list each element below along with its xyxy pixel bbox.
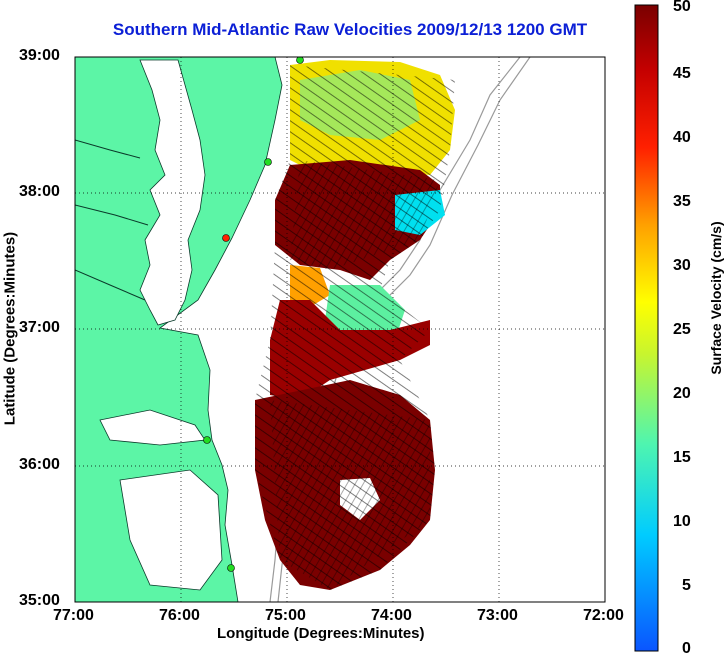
river-york-james (75, 269, 146, 301)
y-tick: 36:00 (19, 456, 60, 473)
colorbar-tick: 10 (673, 513, 691, 530)
station-marker (203, 436, 211, 444)
colorbar-tick: 30 (673, 257, 691, 274)
y-tick: 38:00 (19, 183, 60, 200)
map-title: Southern Mid-Atlantic Raw Velocities 200… (112, 20, 588, 39)
colorbar (634, 4, 659, 652)
station-marker (296, 57, 304, 64)
colorbar-tick: 20 (673, 385, 691, 402)
y-axis-label: Latitude (Degrees:Minutes) (1, 231, 19, 426)
colorbar-label: Surface Velocity (cm/s) (708, 221, 724, 375)
x-tick: 76:00 (159, 607, 200, 624)
station-marker (264, 158, 272, 166)
colorbar-tick: 50 (673, 0, 691, 15)
y-tick: 37:00 (19, 319, 60, 336)
river-potomac (75, 139, 141, 159)
station-marker (222, 234, 230, 242)
velocity-field (255, 60, 455, 590)
chesapeake-bay (139, 59, 206, 326)
x-tick: 75:00 (265, 607, 306, 624)
colorbar-tick: 0 (682, 640, 691, 657)
river-rappahannock (75, 204, 149, 226)
x-tick: 72:00 (583, 607, 624, 624)
land-mass (75, 57, 283, 602)
sound-pamlico (119, 469, 223, 591)
colorbar-tick: 15 (673, 449, 691, 466)
colorbar-tick: 45 (673, 65, 691, 82)
colorbar-tick: 40 (673, 129, 691, 146)
colorbar-tick: 25 (673, 321, 691, 338)
y-tick: 39:00 (19, 47, 60, 64)
x-axis-label: Longitude (Degrees:Minutes) (217, 625, 425, 642)
colorbar-tick: 5 (682, 577, 691, 594)
station-marker (227, 564, 235, 572)
x-tick: 73:00 (477, 607, 518, 624)
x-tick: 74:00 (371, 607, 412, 624)
grid-lines (75, 57, 605, 602)
x-tick: 77:00 (53, 607, 94, 624)
colorbar-tick: 35 (673, 193, 691, 210)
y-tick: 35:00 (19, 592, 60, 609)
